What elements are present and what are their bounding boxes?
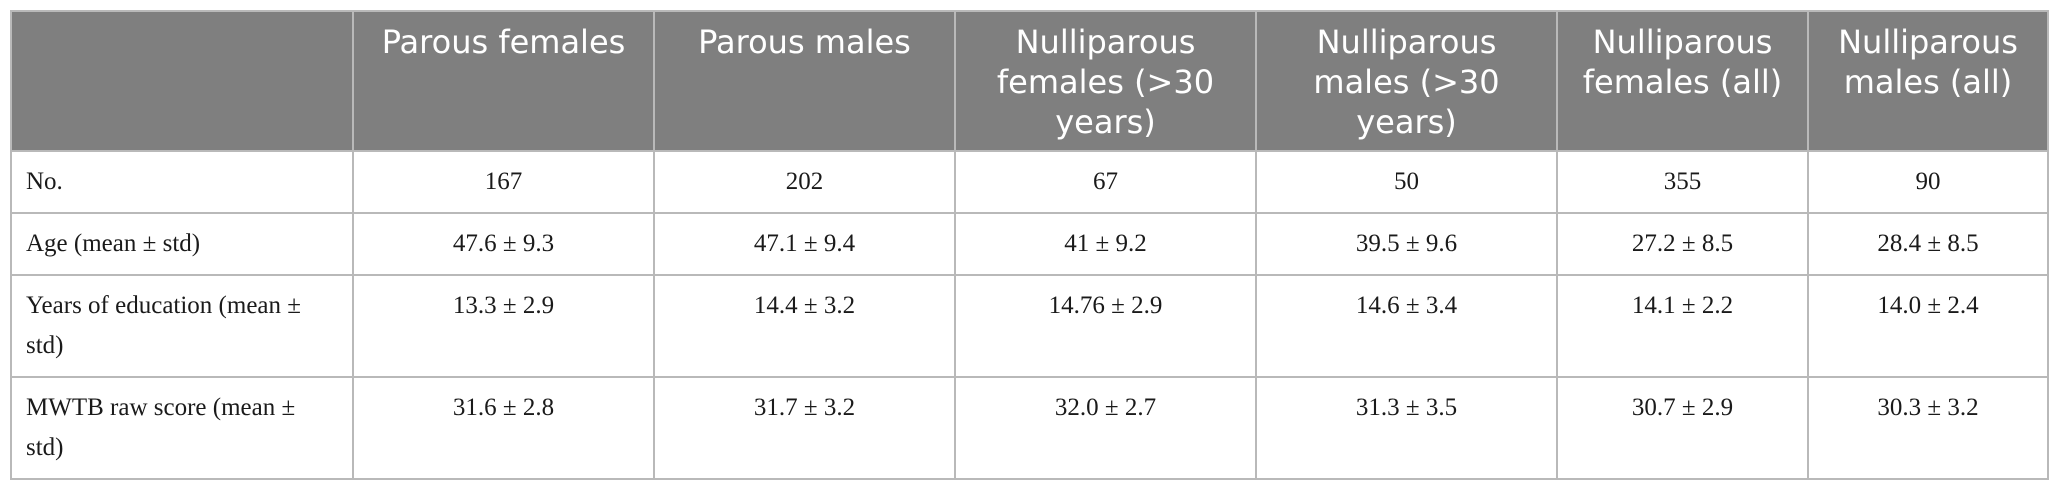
table-row: MWTB raw score (mean ± std) 31.6 ± 2.8 3… [10, 376, 2049, 480]
table-cell: 67 [954, 150, 1257, 214]
table-cell: 31.6 ± 2.8 [352, 376, 655, 480]
table-row: No. 167 202 67 50 355 90 [10, 150, 2049, 214]
table-cell: 14.1 ± 2.2 [1556, 274, 1809, 378]
table-cell: 13.3 ± 2.9 [352, 274, 655, 378]
table-cell: 14.6 ± 3.4 [1255, 274, 1558, 378]
row-label: Years of education (mean ± std) [10, 274, 354, 378]
table-cell: 14.4 ± 3.2 [653, 274, 956, 378]
demographics-table: Parous females Parous males Nulliparous … [10, 10, 2049, 480]
table-cell: 47.6 ± 9.3 [352, 212, 655, 276]
table-cell: 50 [1255, 150, 1558, 214]
header-empty [10, 10, 354, 152]
table-cell: 31.3 ± 3.5 [1255, 376, 1558, 480]
header-parous-males: Parous males [653, 10, 956, 152]
table-row: Years of education (mean ± std) 13.3 ± 2… [10, 274, 2049, 378]
header-nulliparous-males-all: Nulliparous males (all) [1807, 10, 2049, 152]
table-row: Age (mean ± std) 47.6 ± 9.3 47.1 ± 9.4 4… [10, 212, 2049, 276]
table-cell: 30.7 ± 2.9 [1556, 376, 1809, 480]
row-label: No. [10, 150, 354, 214]
table-cell: 27.2 ± 8.5 [1556, 212, 1809, 276]
table-cell: 14.76 ± 2.9 [954, 274, 1257, 378]
table-cell: 202 [653, 150, 956, 214]
row-label: Age (mean ± std) [10, 212, 354, 276]
table-cell: 90 [1807, 150, 2049, 214]
header-parous-females: Parous females [352, 10, 655, 152]
table-cell: 39.5 ± 9.6 [1255, 212, 1558, 276]
header-nulliparous-females-30: Nulliparous females (>30 years) [954, 10, 1257, 152]
table-cell: 41 ± 9.2 [954, 212, 1257, 276]
table-cell: 30.3 ± 3.2 [1807, 376, 2049, 480]
table-cell: 14.0 ± 2.4 [1807, 274, 2049, 378]
table-cell: 28.4 ± 8.5 [1807, 212, 2049, 276]
table-cell: 167 [352, 150, 655, 214]
row-label: MWTB raw score (mean ± std) [10, 376, 354, 480]
table-cell: 355 [1556, 150, 1809, 214]
table-cell: 47.1 ± 9.4 [653, 212, 956, 276]
table-cell: 31.7 ± 3.2 [653, 376, 956, 480]
header-nulliparous-males-30: Nulliparous males (>30 years) [1255, 10, 1558, 152]
header-row: Parous females Parous males Nulliparous … [10, 10, 2049, 152]
header-nulliparous-females-all: Nulliparous females (all) [1556, 10, 1809, 152]
table-cell: 32.0 ± 2.7 [954, 376, 1257, 480]
